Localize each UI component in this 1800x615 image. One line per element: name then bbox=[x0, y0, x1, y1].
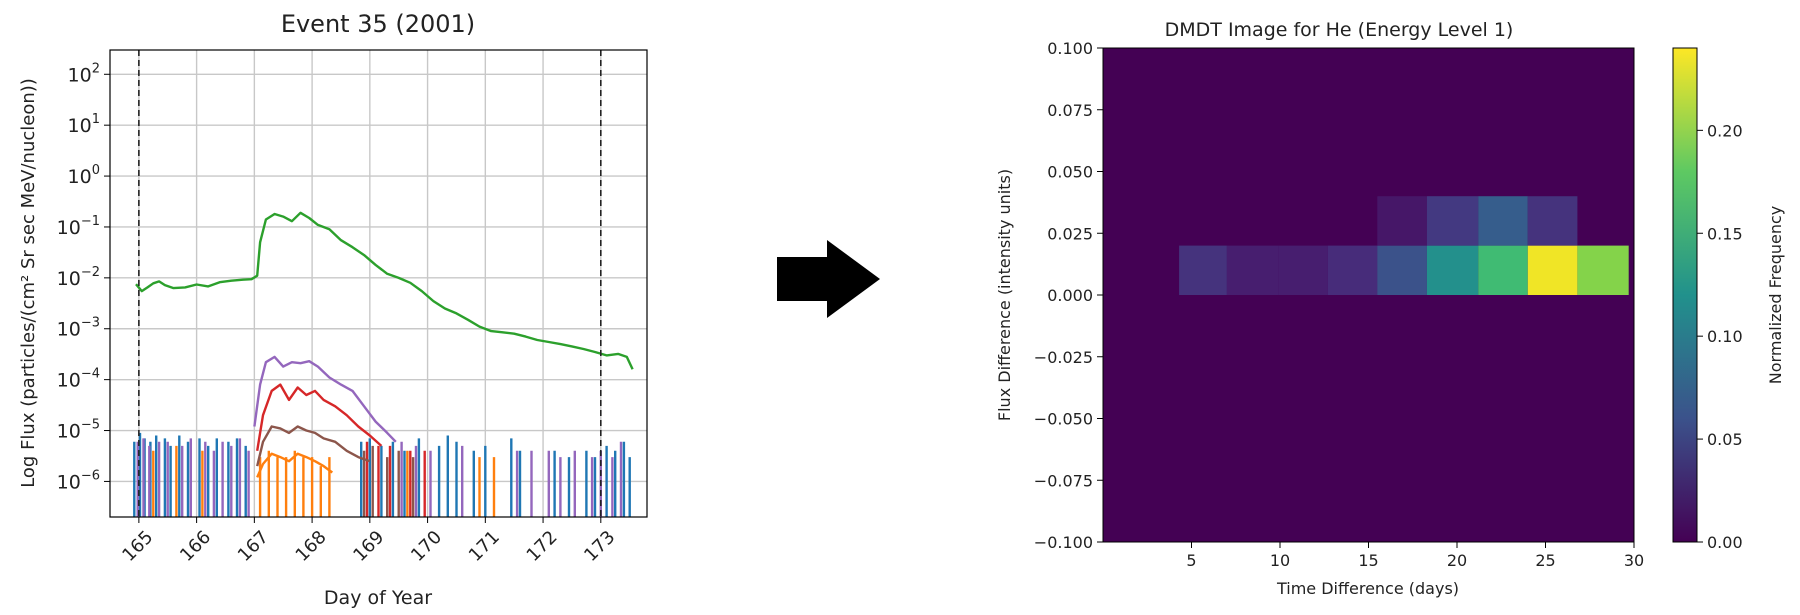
flux-series-line bbox=[135, 211, 634, 370]
y-tick-label: 0.100 bbox=[1047, 39, 1093, 58]
log-flux-grid bbox=[110, 50, 647, 517]
colorbar-tick-label: 0.20 bbox=[1707, 121, 1743, 140]
y-tick-label: 102 bbox=[68, 61, 100, 86]
heatmap-cell bbox=[1426, 245, 1479, 295]
heatmap-cell bbox=[1426, 196, 1479, 246]
log-flux-chart: Event 35 (2001) 165 166 167 168 169 170 171 172… bbox=[18, 10, 648, 609]
log-flux-y-ticks: 10−6 10−5 10−4 10−3 10−2 10−1 100 101 102 bbox=[57, 61, 110, 493]
spike-series-line bbox=[133, 432, 631, 517]
y-tick-label: 0.050 bbox=[1047, 163, 1093, 182]
x-tick-label: 30 bbox=[1624, 551, 1644, 570]
x-tick-label: 25 bbox=[1535, 551, 1555, 570]
dmdt-heatmap-chart: DMDT Image for He (Energy Level 1) 5 10 15… bbox=[995, 19, 1785, 598]
y-tick-label: −0.050 bbox=[1034, 410, 1093, 429]
y-tick-label: −0.025 bbox=[1034, 348, 1093, 367]
heatmap-x-ticks: 5 10 15 20 25 30 bbox=[1186, 542, 1644, 570]
colorbar-tick-label: 0.10 bbox=[1707, 327, 1743, 346]
colorbar-tick-label: 0.05 bbox=[1707, 430, 1743, 449]
x-tick-label: 165 bbox=[118, 527, 157, 566]
spike-series-line bbox=[362, 445, 415, 517]
heatmap-cell bbox=[1478, 245, 1528, 295]
y-tick-label: −0.075 bbox=[1034, 471, 1093, 490]
log-flux-x-axis-label: Day of Year bbox=[324, 587, 432, 609]
log-flux-series bbox=[133, 211, 634, 517]
heatmap-cell bbox=[1377, 196, 1427, 246]
heatmap-cells bbox=[1179, 196, 1629, 295]
colorbar-tick-label: 0.00 bbox=[1707, 533, 1743, 552]
y-tick-label: 101 bbox=[68, 112, 100, 137]
x-tick-label: 171 bbox=[465, 527, 504, 566]
flux-series-line bbox=[256, 452, 334, 478]
heatmap-cell bbox=[1527, 245, 1578, 295]
flux-series-line bbox=[256, 425, 371, 467]
y-tick-label: 10−3 bbox=[57, 316, 100, 341]
log-flux-chart-title: Event 35 (2001) bbox=[281, 10, 475, 38]
y-tick-label: 10−4 bbox=[57, 367, 100, 392]
flux-series-line bbox=[256, 383, 383, 451]
flux-series-line bbox=[253, 355, 397, 443]
x-tick-label: 10 bbox=[1270, 551, 1290, 570]
colorbar-label: Normalized Frequency bbox=[1766, 206, 1785, 384]
event-boundary-lines bbox=[138, 50, 602, 517]
heatmap-cell bbox=[1179, 245, 1227, 295]
y-tick-label: 10−1 bbox=[57, 214, 100, 239]
spike-series-line bbox=[152, 445, 496, 517]
y-tick-label: 10−6 bbox=[57, 468, 100, 493]
colorbar-tick-label: 0.15 bbox=[1707, 224, 1743, 243]
heatmap-cell bbox=[1527, 196, 1578, 246]
heatmap-cell bbox=[1226, 245, 1279, 295]
heatmap-x-axis-label: Time Difference (days) bbox=[1276, 579, 1459, 598]
dmdt-chart-title: DMDT Image for He (Energy Level 1) bbox=[1165, 19, 1514, 41]
spike-series-line bbox=[365, 441, 426, 517]
heatmap-y-axis-label: Flux Difference (intensity units) bbox=[995, 169, 1014, 421]
heatmap-cell bbox=[1577, 245, 1629, 295]
y-tick-label: 10−2 bbox=[57, 265, 100, 290]
log-flux-plot-frame bbox=[109, 49, 648, 518]
y-tick-label: 10−5 bbox=[57, 418, 100, 443]
log-flux-x-ticks: 165 166 167 168 169 170 171 172 173 bbox=[118, 517, 619, 566]
x-tick-label: 167 bbox=[234, 527, 273, 566]
x-tick-label: 15 bbox=[1358, 551, 1378, 570]
x-tick-label: 5 bbox=[1186, 551, 1196, 570]
x-tick-label: 172 bbox=[523, 527, 562, 566]
x-tick-label: 169 bbox=[349, 527, 388, 566]
x-tick-label: 20 bbox=[1447, 551, 1467, 570]
y-tick-label: 0.000 bbox=[1047, 286, 1093, 305]
heatmap-cell bbox=[1278, 245, 1328, 295]
colorbar-ticks: 0.00 0.05 0.10 0.15 0.20 bbox=[1697, 121, 1743, 552]
y-tick-label: −0.100 bbox=[1034, 533, 1093, 552]
x-tick-label: 170 bbox=[407, 527, 446, 566]
y-tick-label: 0.075 bbox=[1047, 101, 1093, 120]
y-tick-label: 0.025 bbox=[1047, 224, 1093, 243]
x-tick-label: 168 bbox=[292, 527, 331, 566]
log-flux-y-axis-label: Log Flux (particles/(cm² Sr sec MeV/nucl… bbox=[18, 78, 39, 488]
x-tick-label: 173 bbox=[580, 527, 619, 566]
right-arrow-icon bbox=[777, 240, 880, 318]
y-tick-label: 100 bbox=[68, 163, 100, 188]
heatmap-cell bbox=[1478, 196, 1528, 246]
heatmap-y-ticks: −0.100 −0.075 −0.050 −0.025 0.000 0.025 0.050 0… bbox=[1034, 39, 1103, 552]
colorbar bbox=[1672, 47, 1698, 543]
heatmap-cell bbox=[1377, 245, 1427, 295]
x-tick-label: 166 bbox=[176, 527, 215, 566]
heatmap-cell bbox=[1327, 245, 1378, 295]
